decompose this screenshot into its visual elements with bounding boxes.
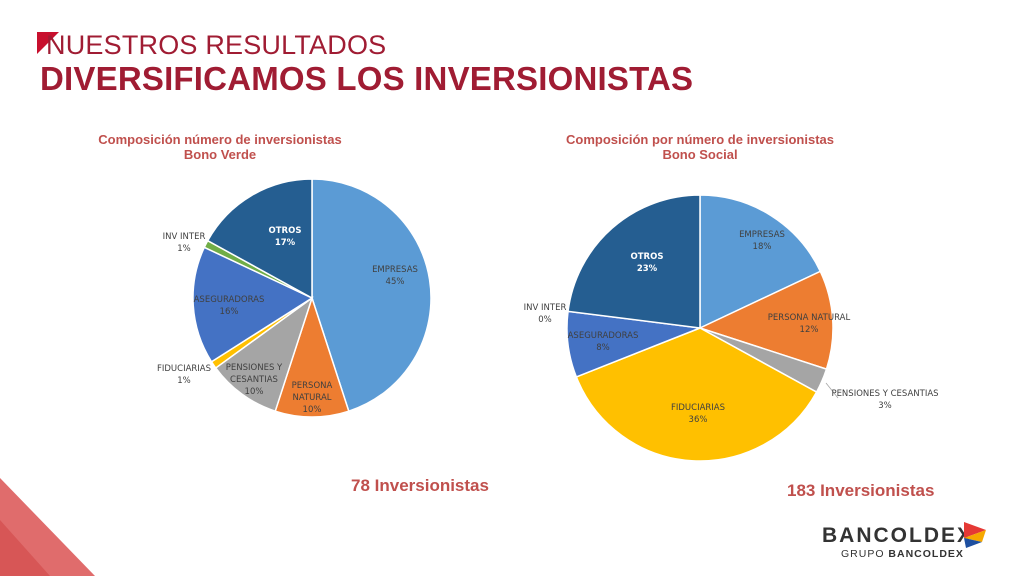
data-label-value-inv-inter: 0% <box>538 315 552 325</box>
data-label-value-pensiones-y-cesantias: 3% <box>878 401 892 411</box>
data-label-value-pensiones-y-cesantias: 10% <box>245 387 264 397</box>
section-overline: NUESTROS RESULTADOS <box>46 30 387 60</box>
data-label-name-pensiones-y-cesantias: CESANTIAS <box>230 375 278 385</box>
data-label-name-inv-inter: INV INTER <box>524 303 567 313</box>
chart-2-title-line: Composición por número de inversionistas <box>566 132 834 147</box>
data-label-name-empresas: EMPRESAS <box>372 265 418 275</box>
chart-2-subtitle: Bono Social <box>662 147 738 162</box>
pie-slice-fiduciarias <box>575 327 818 462</box>
data-label-value-fiduciarias: 36% <box>689 415 708 425</box>
page-title: DIVERSIFICAMOS LOS INVERSIONISTAS <box>40 60 694 97</box>
data-label-name-pensiones-y-cesantias: PENSIONES Y CESANTIAS <box>831 389 938 399</box>
data-label-value-aseguradoras: 16% <box>220 307 239 317</box>
total-bono-social: 183 Inversionistas <box>787 481 935 500</box>
data-label-value-empresas: 45% <box>386 277 405 287</box>
title-corner-mark <box>37 32 59 54</box>
pie-slice-otros <box>206 178 313 300</box>
data-label-name-aseguradoras: ASEGURADORAS <box>194 295 265 305</box>
chart-1-title: Composición número de inversionistas Bon… <box>20 132 420 162</box>
logo-subtitle-brand: BANCOLDEX <box>888 548 964 560</box>
data-label-value-otros: 23% <box>637 264 658 274</box>
pie-slice-otros <box>567 194 701 329</box>
data-label-value-persona-natural: 10% <box>303 405 322 415</box>
data-label-value-otros: 17% <box>275 238 296 248</box>
data-label-name-persona-natural: NATURAL <box>292 393 331 403</box>
logo-subtitle: GRUPO BANCOLDEX <box>841 548 964 560</box>
logo-subtitle-prefix: GRUPO <box>841 548 889 560</box>
label-leader-line <box>825 382 839 399</box>
data-label-name-otros: OTROS <box>269 226 302 236</box>
pie-slice-pensiones-y-cesantias <box>214 296 314 413</box>
data-label-name-aseguradoras: ASEGURADORAS <box>568 331 639 341</box>
data-label-name-empresas: EMPRESAS <box>739 230 785 240</box>
data-label-name-fiduciarias: FIDUCIARIAS <box>157 364 211 374</box>
data-label-value-aseguradoras: 8% <box>596 343 610 353</box>
chart-1-subtitle: Bono Verde <box>183 147 257 162</box>
data-label-name-pensiones-y-cesantias: PENSIONES Y <box>226 363 283 373</box>
pie-slice-empresas <box>699 194 822 330</box>
data-label-value-fiduciarias: 1% <box>177 376 191 386</box>
pie-slice-empresas <box>311 178 432 413</box>
data-label-name-persona-natural: PERSONA <box>292 381 333 391</box>
total-bono-verde: 78 Inversionistas <box>351 476 489 495</box>
data-label-value-persona-natural: 12% <box>800 325 819 335</box>
data-label-name-persona-natural: PERSONA NATURAL <box>768 313 851 323</box>
data-label-value-inv-inter: 1% <box>177 244 191 254</box>
data-label-name-otros: OTROS <box>631 252 664 262</box>
pie-slice-persona-natural <box>274 295 350 418</box>
bancoldex-logo-icon <box>964 522 986 548</box>
chart-1-title-line: Composición número de inversionistas <box>98 132 342 147</box>
data-label-name-fiduciarias: FIDUCIARIAS <box>671 403 725 413</box>
data-label-name-inv-inter: INV INTER <box>163 232 206 242</box>
pie-slice-aseguradoras <box>192 246 314 363</box>
chart-2-title: Composición por número de inversionistas… <box>500 132 900 162</box>
data-label-value-empresas: 18% <box>753 242 772 252</box>
logo-wordmark: BANCOLDEX <box>822 524 974 547</box>
pie-slice-persona-natural <box>697 270 834 371</box>
